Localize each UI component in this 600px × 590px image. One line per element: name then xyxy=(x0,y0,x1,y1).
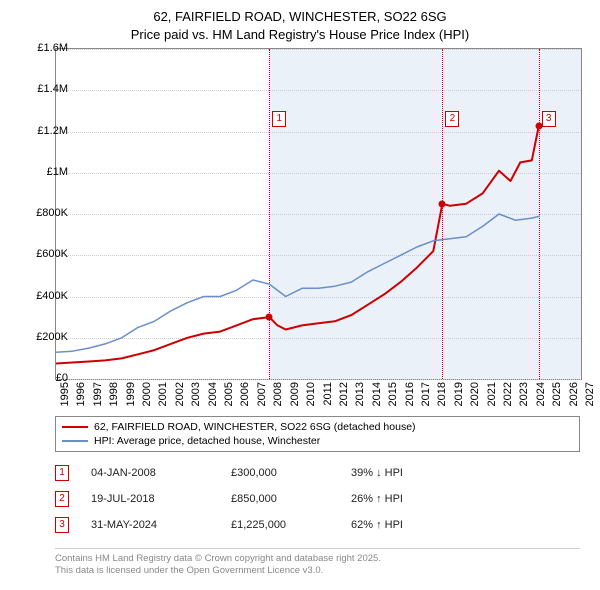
x-axis-label: 2002 xyxy=(174,382,186,412)
row-date: 31-MAY-2024 xyxy=(91,519,231,531)
sale-marker-box: 2 xyxy=(445,111,459,127)
sales-table: 1 04-JAN-2008£300,00039% ↓ HPI 2 19-JUL-201… xyxy=(55,460,580,538)
row-hpi: 39% ↓ HPI xyxy=(351,467,403,479)
gridline xyxy=(56,379,581,380)
row-date: 04-JAN-2008 xyxy=(91,467,231,479)
row-hpi: 26% ↑ HPI xyxy=(351,493,403,505)
x-axis-label: 2007 xyxy=(256,382,268,412)
row-price: £1,225,000 xyxy=(231,519,351,531)
x-axis-label: 2021 xyxy=(486,382,498,412)
x-axis-label: 2012 xyxy=(338,382,350,412)
legend-swatch xyxy=(62,426,88,428)
y-axis-label: £1.2M xyxy=(18,125,68,137)
table-row: 2 19-JUL-2018£850,00026% ↑ HPI xyxy=(55,486,580,512)
x-axis-label: 1997 xyxy=(92,382,104,412)
x-axis-label: 2014 xyxy=(371,382,383,412)
x-axis-label: 2016 xyxy=(404,382,416,412)
sale-marker-box: 3 xyxy=(542,111,556,127)
x-axis-label: 2006 xyxy=(239,382,251,412)
row-price: £850,000 xyxy=(231,493,351,505)
x-axis-label: 1999 xyxy=(125,382,137,412)
x-axis-label: 2013 xyxy=(354,382,366,412)
legend-item: HPI: Average price, detached house, Winc… xyxy=(62,434,573,448)
x-axis-label: 2001 xyxy=(157,382,169,412)
x-axis-label: 2026 xyxy=(568,382,580,412)
row-marker: 1 xyxy=(55,465,69,481)
x-axis-label: 2009 xyxy=(289,382,301,412)
x-axis-label: 2000 xyxy=(141,382,153,412)
legend: 62, FAIRFIELD ROAD, WINCHESTER, SO22 6SG… xyxy=(55,416,580,452)
series-svg xyxy=(56,49,581,379)
x-axis-label: 2019 xyxy=(453,382,465,412)
x-axis-label: 2005 xyxy=(223,382,235,412)
footer-line1: Contains HM Land Registry data © Crown c… xyxy=(55,553,381,564)
series-price_paid xyxy=(56,126,539,363)
x-axis-label: 2018 xyxy=(436,382,448,412)
title-address: 62, FAIRFIELD ROAD, WINCHESTER, SO22 6SG xyxy=(153,9,446,24)
y-axis-label: £200K xyxy=(18,331,68,343)
row-date: 19-JUL-2018 xyxy=(91,493,231,505)
x-axis-label: 2017 xyxy=(420,382,432,412)
title-subtitle: Price paid vs. HM Land Registry's House … xyxy=(131,27,469,42)
x-axis-label: 2015 xyxy=(387,382,399,412)
x-axis-label: 2011 xyxy=(322,382,334,412)
sale-dot xyxy=(439,200,446,207)
y-axis-label: £800K xyxy=(18,207,68,219)
y-axis-label: £600K xyxy=(18,248,68,260)
x-axis-label: 2003 xyxy=(190,382,202,412)
chart-plot-area: 1 2 3 xyxy=(55,48,582,380)
row-marker: 3 xyxy=(55,517,69,533)
x-axis-label: 1996 xyxy=(75,382,87,412)
footer-line2: This data is licensed under the Open Gov… xyxy=(55,565,323,576)
legend-label: HPI: Average price, detached house, Winc… xyxy=(94,435,320,447)
y-axis-label: £1M xyxy=(18,166,68,178)
series-hpi xyxy=(56,214,540,352)
x-axis-label: 2010 xyxy=(305,382,317,412)
footer-attribution: Contains HM Land Registry data © Crown c… xyxy=(55,548,580,578)
chart-title: 62, FAIRFIELD ROAD, WINCHESTER, SO22 6SG… xyxy=(0,0,600,43)
row-price: £300,000 xyxy=(231,467,351,479)
x-axis-label: 2020 xyxy=(469,382,481,412)
legend-swatch xyxy=(62,440,88,442)
table-row: 1 04-JAN-2008£300,00039% ↓ HPI xyxy=(55,460,580,486)
x-axis-label: 2027 xyxy=(584,382,596,412)
y-axis-label: £1.6M xyxy=(18,42,68,54)
y-axis-label: £400K xyxy=(18,290,68,302)
x-axis-label: 2004 xyxy=(207,382,219,412)
row-hpi: 62% ↑ HPI xyxy=(351,519,403,531)
sale-dot xyxy=(266,314,273,321)
x-axis-label: 2023 xyxy=(518,382,530,412)
y-axis-label: £1.4M xyxy=(18,83,68,95)
legend-label: 62, FAIRFIELD ROAD, WINCHESTER, SO22 6SG… xyxy=(94,421,416,433)
x-axis-label: 2025 xyxy=(551,382,563,412)
row-marker: 2 xyxy=(55,491,69,507)
x-axis-label: 2008 xyxy=(272,382,284,412)
x-axis-label: 2024 xyxy=(535,382,547,412)
table-row: 3 31-MAY-2024£1,225,00062% ↑ HPI xyxy=(55,512,580,538)
sale-marker-box: 1 xyxy=(272,111,286,127)
x-axis-label: 2022 xyxy=(502,382,514,412)
legend-item: 62, FAIRFIELD ROAD, WINCHESTER, SO22 6SG… xyxy=(62,420,573,434)
x-axis-label: 1998 xyxy=(108,382,120,412)
x-axis-label: 1995 xyxy=(59,382,71,412)
chart-container: 62, FAIRFIELD ROAD, WINCHESTER, SO22 6SG… xyxy=(0,0,600,590)
